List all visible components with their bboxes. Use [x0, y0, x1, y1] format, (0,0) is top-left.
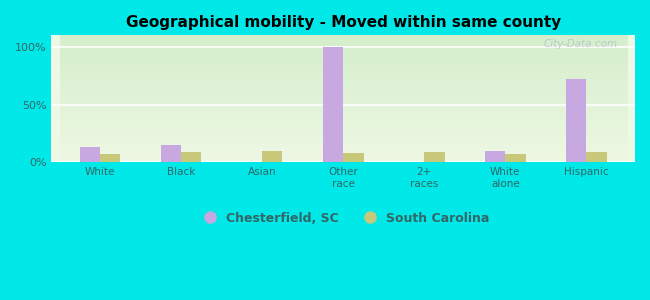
Bar: [343, 153, 363, 162]
Text: City-Data.com: City-Data.com: [543, 39, 618, 49]
Bar: [181, 152, 202, 162]
Bar: [424, 152, 445, 162]
Bar: [566, 79, 586, 162]
Bar: [161, 145, 181, 162]
Bar: [80, 147, 100, 162]
Bar: [323, 47, 343, 162]
Bar: [262, 151, 283, 162]
Bar: [100, 154, 120, 162]
Legend: Chesterfield, SC, South Carolina: Chesterfield, SC, South Carolina: [192, 207, 495, 230]
Bar: [485, 151, 505, 162]
Bar: [586, 152, 606, 162]
Title: Geographical mobility - Moved within same county: Geographical mobility - Moved within sam…: [125, 15, 561, 30]
Bar: [505, 154, 526, 162]
